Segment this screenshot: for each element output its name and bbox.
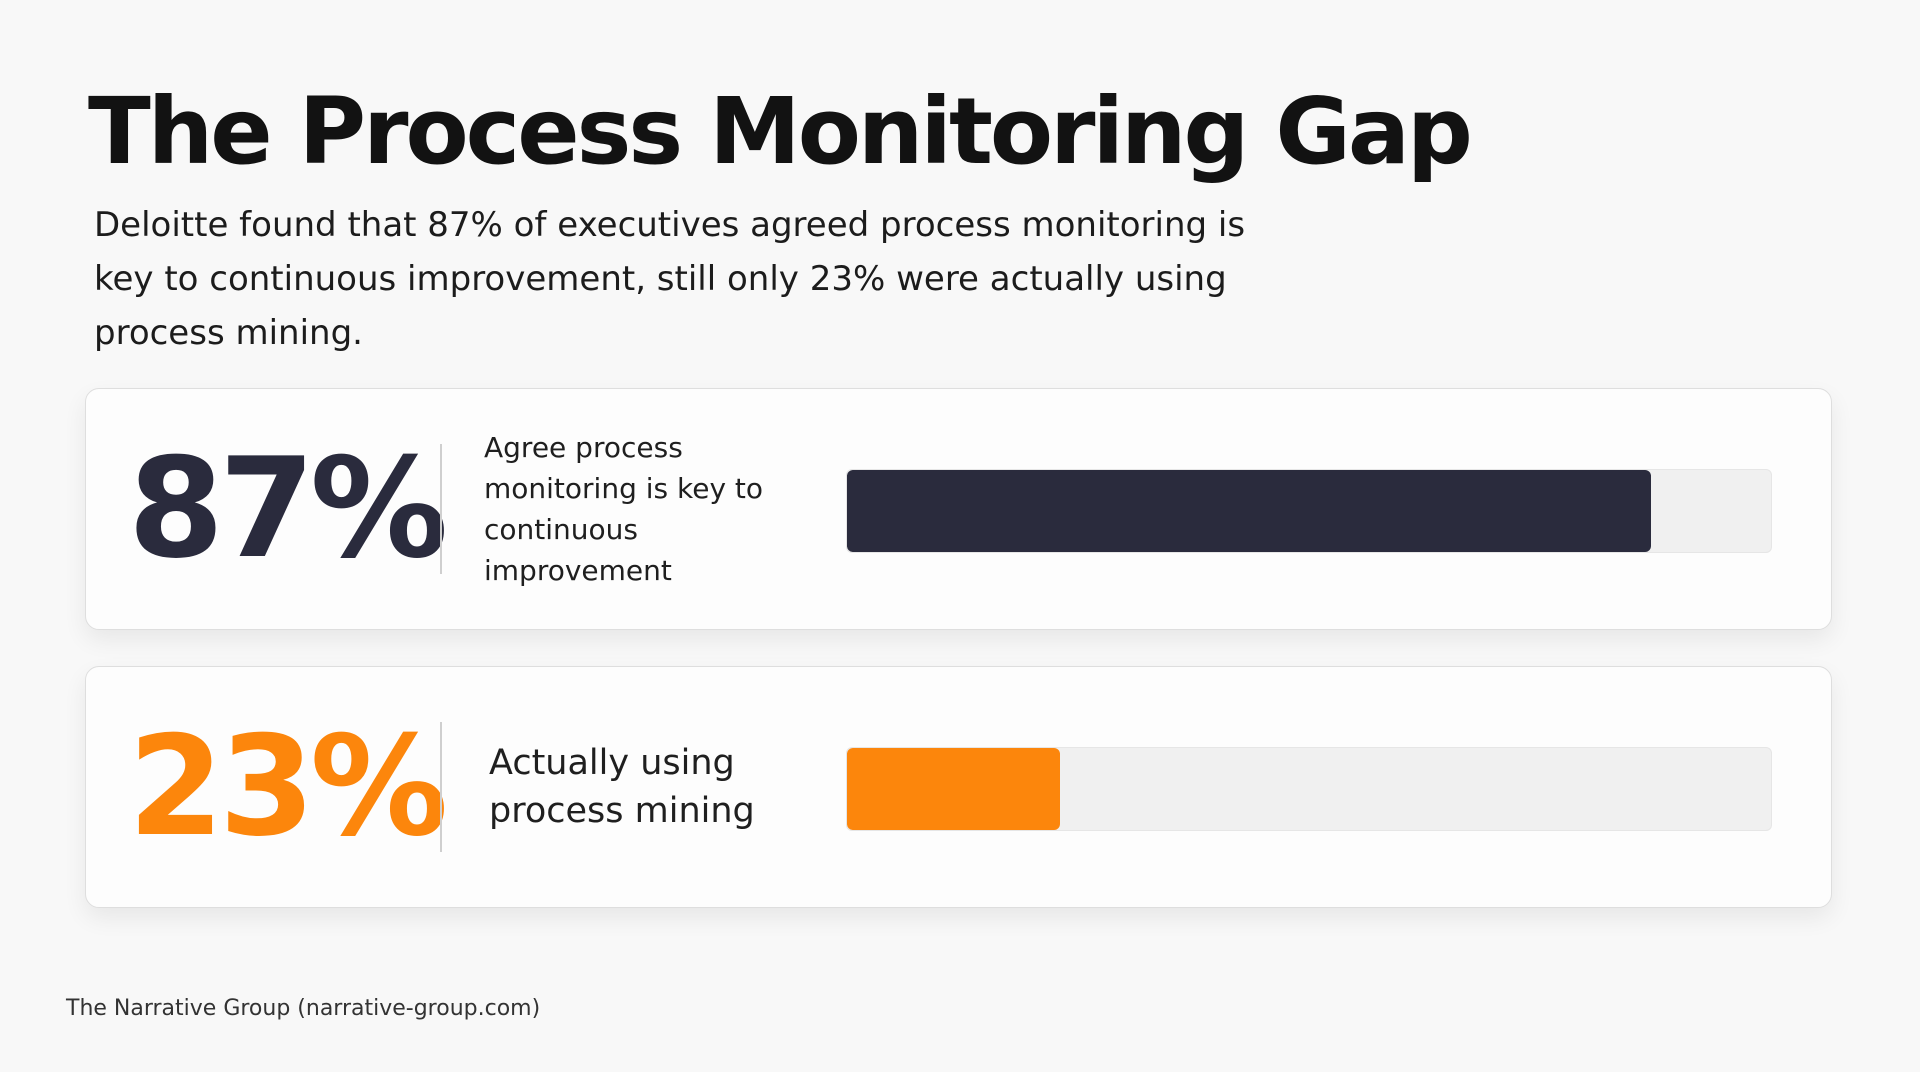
bar-track xyxy=(846,469,1772,553)
page-title: The Process Monitoring Gap xyxy=(88,78,1473,185)
bar-fill xyxy=(847,470,1651,552)
card-divider xyxy=(440,444,442,574)
stat-card-process-mining: 23% Actually using process mining xyxy=(85,666,1832,908)
stat-label: Actually using process mining xyxy=(489,743,755,831)
bar-track xyxy=(846,747,1772,831)
stat-card-monitoring: 87% Agree process monitoring is key to c… xyxy=(85,388,1832,630)
stat-value: 87% xyxy=(128,428,448,589)
stat-label: Agree process monitoring is key to conti… xyxy=(484,431,764,587)
stat-value: 23% xyxy=(128,706,448,867)
page-subtitle: Deloitte found that 87% of executives ag… xyxy=(94,205,1246,353)
card-divider xyxy=(440,722,442,852)
source-credit: The Narrative Group (narrative-group.com… xyxy=(66,996,541,1021)
bar-fill xyxy=(847,748,1060,830)
